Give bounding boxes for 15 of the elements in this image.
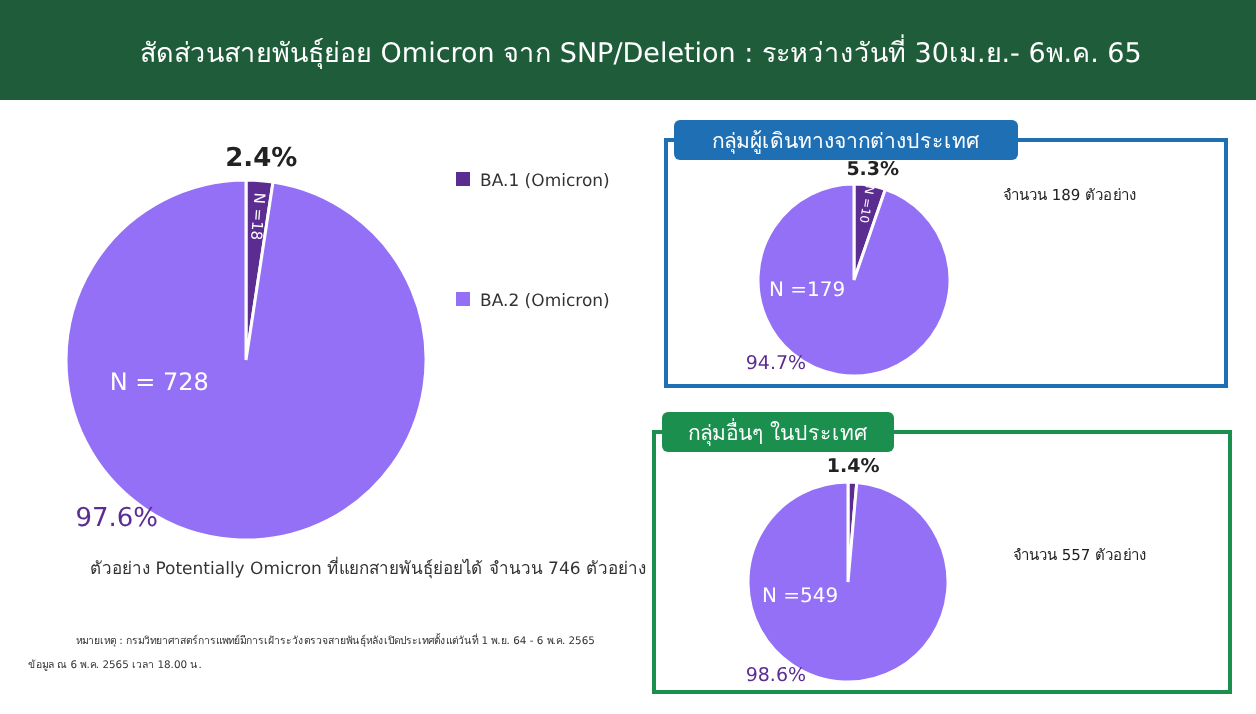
text: N =549 <box>761 585 839 608</box>
data-label: 2.4% <box>225 144 298 175</box>
text: N =179 <box>768 279 846 302</box>
legend-label: BA.2 (Omicron) <box>480 292 610 312</box>
text: ตัวอย่าง Potentially Omicron ที่แยกสายพันธุ์ย่อยได้ จำนวน 746 ตัวอย่าง <box>90 556 646 580</box>
data-label: 98.6% <box>745 664 807 687</box>
text: N = 728 <box>109 368 209 397</box>
legend-label: BA.1 (Omicron) <box>480 172 610 192</box>
chart-title: กลุ่มผู้เดินทางจากต่างประเทศ <box>712 130 980 154</box>
data-label: 97.6% <box>75 504 159 535</box>
data-label: 1.4% <box>826 455 881 478</box>
chart-title: กลุ่มอื่นๆ ในประเทศ <box>687 418 869 446</box>
chart-title: สัดส่วนสายพันธุ์ย่อย Omicron จาก SNP/Deletion : ระหว่างวันที่ 30เม.ย.- 6พ.ค. 65 <box>140 34 1142 70</box>
data-label: 5.3% <box>846 159 901 182</box>
data-label: 94.7% <box>745 352 807 375</box>
